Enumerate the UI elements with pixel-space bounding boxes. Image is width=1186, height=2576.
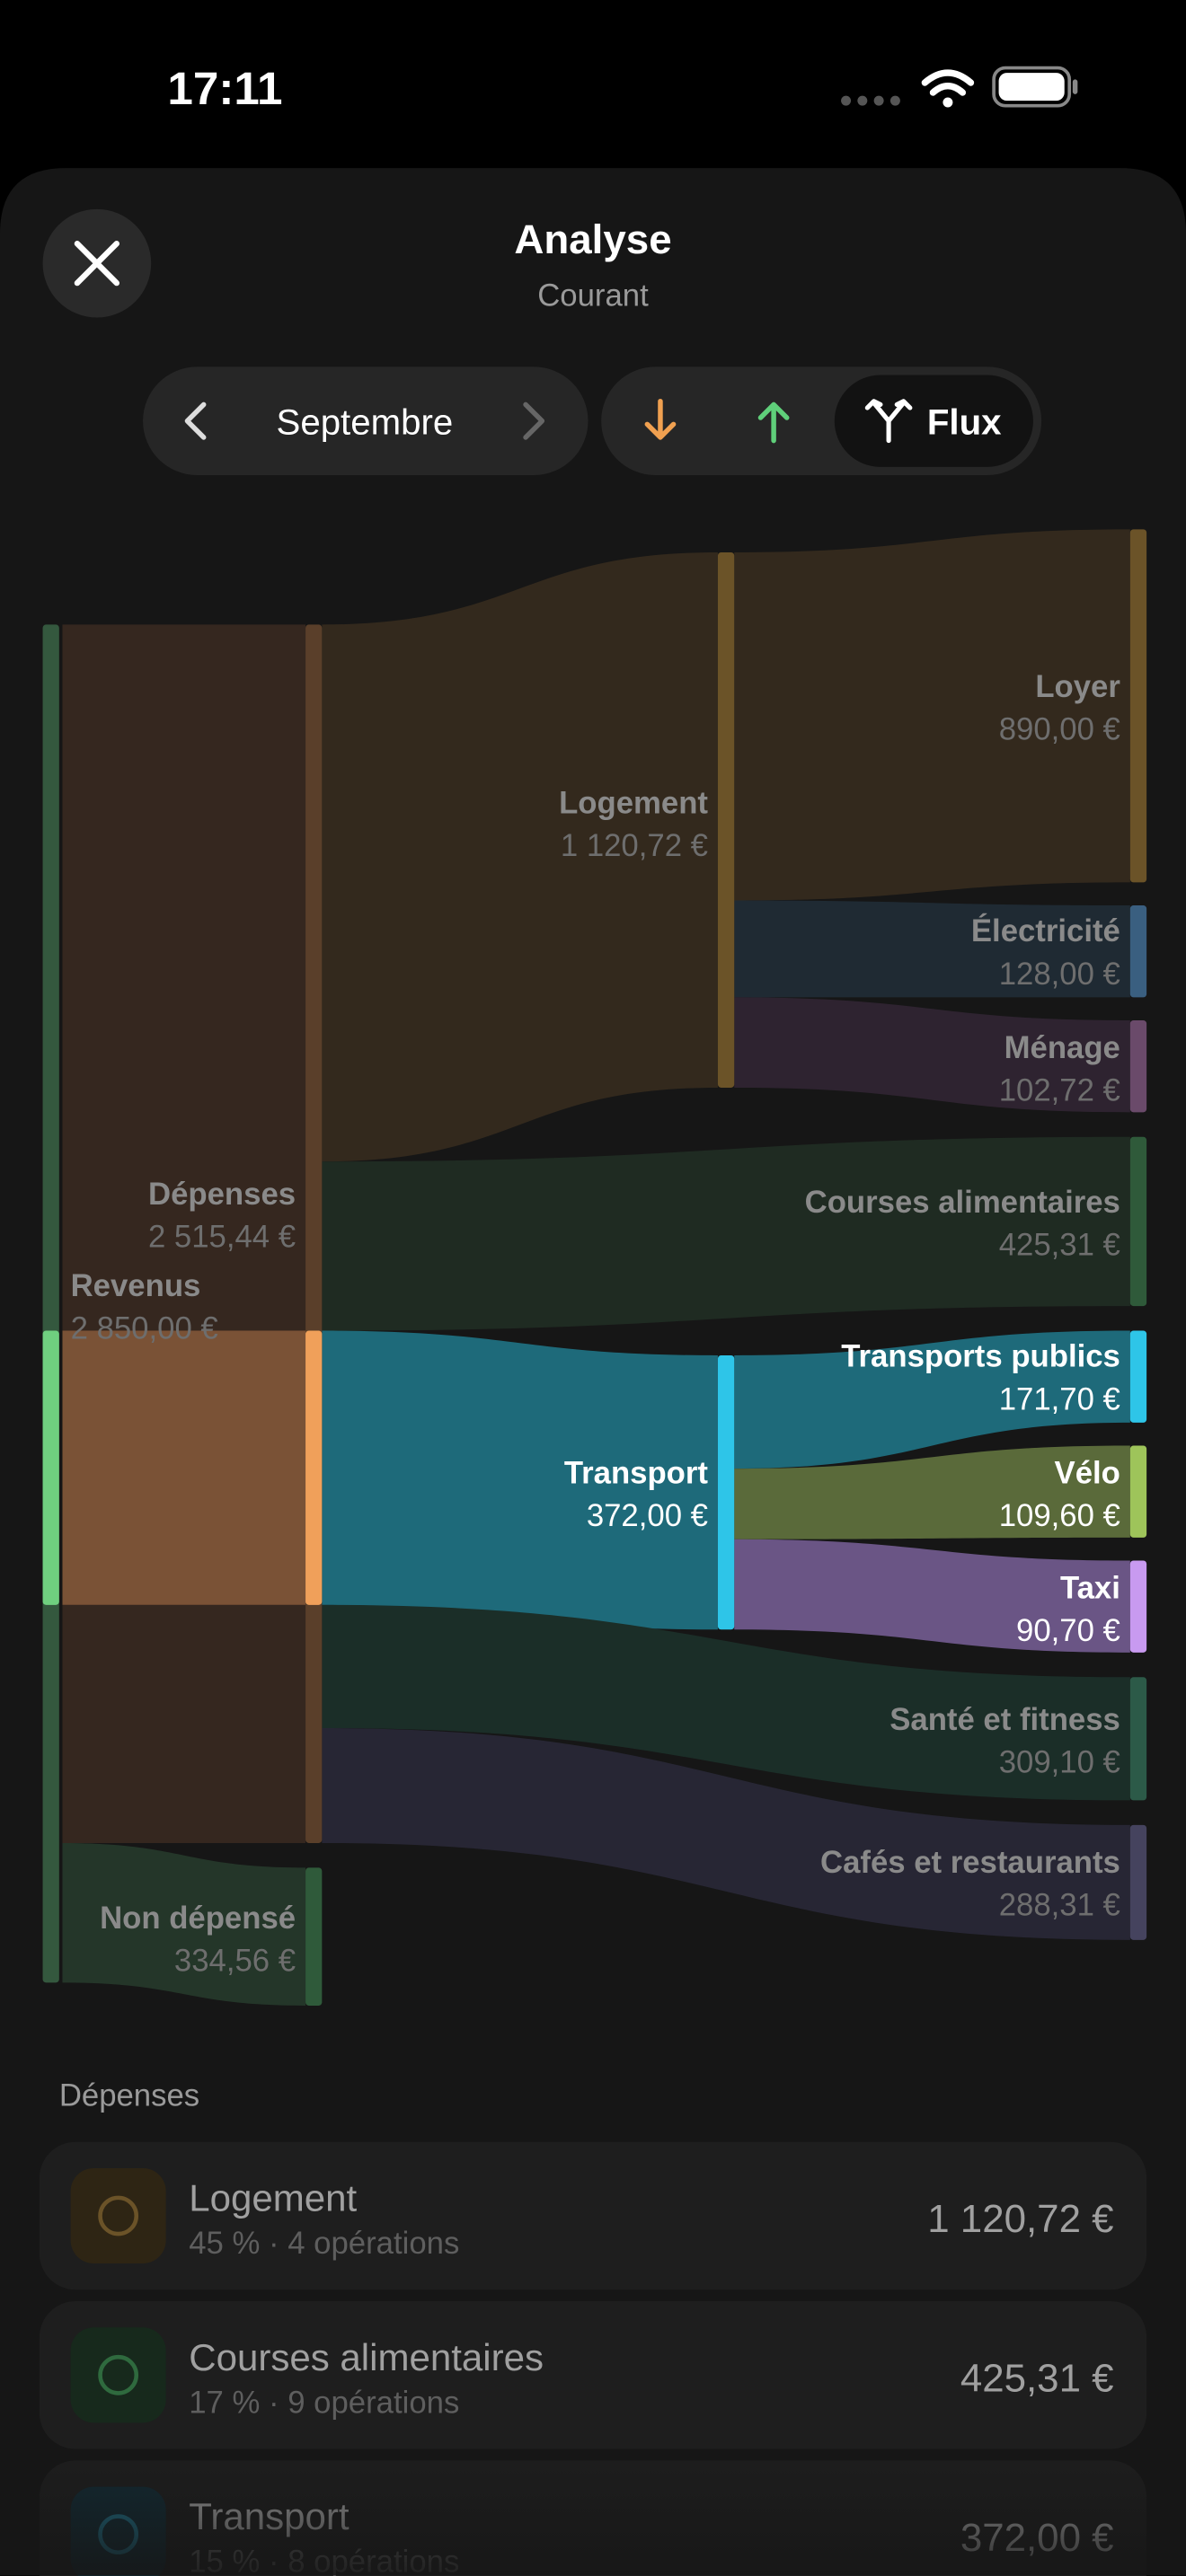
flow xyxy=(322,551,718,1162)
node-bar xyxy=(1129,905,1147,998)
node-bar xyxy=(1129,1677,1147,1801)
item-amount: 425,31 € xyxy=(960,2357,1114,2401)
node-bar xyxy=(1129,529,1147,883)
flux-toggle[interactable] xyxy=(834,375,1033,467)
item-icon-glyph xyxy=(98,2354,139,2395)
signal-icon xyxy=(841,95,900,106)
node-bar xyxy=(1129,1136,1147,1307)
node-amount: 1 120,72 € xyxy=(561,829,708,863)
node-bar xyxy=(1129,1445,1147,1538)
node-amount: 309,10 € xyxy=(999,1745,1120,1779)
node-amount: 128,00 € xyxy=(999,957,1120,992)
node-name: Logement xyxy=(559,787,708,821)
node-amount: 2 850,00 € xyxy=(71,1312,218,1346)
flow xyxy=(322,1727,1130,1940)
node-bar xyxy=(1129,1330,1147,1423)
node-name: Dépenses xyxy=(148,1178,296,1212)
flow xyxy=(322,1136,1130,1331)
item-name: Courses alimentaires xyxy=(189,2336,544,2378)
battery-tip xyxy=(1072,79,1078,94)
node-amount: 90,70 € xyxy=(1016,1614,1120,1648)
flow xyxy=(322,1330,718,1630)
list-item[interactable] xyxy=(39,2141,1147,2290)
node-bar xyxy=(305,1867,323,2006)
node-bar xyxy=(717,1354,735,1630)
item-detail: 45 % · 4 opérations xyxy=(189,2227,459,2261)
node-name: Santé et fitness xyxy=(890,1703,1120,1737)
item-detail: 17 % · 9 opérations xyxy=(189,2386,459,2420)
node-amount: 890,00 € xyxy=(999,712,1120,746)
node-bar xyxy=(42,1330,59,1605)
wifi-icon xyxy=(921,69,975,96)
income-toggle[interactable] xyxy=(757,401,790,444)
flow xyxy=(734,997,1130,1113)
sankey: Revenus 2 850,00 € Dépenses 2 515,44 € Non d… xyxy=(42,529,1147,2006)
flow xyxy=(734,1539,1130,1653)
prev-month[interactable] xyxy=(184,401,207,440)
node-bar xyxy=(1129,1824,1147,1940)
node-name: Vélo xyxy=(1055,1457,1120,1491)
list-fade xyxy=(0,2447,1186,2576)
node-amount: 425,31 € xyxy=(999,1228,1120,1262)
node-amount: 334,56 € xyxy=(174,1945,296,1979)
flow xyxy=(62,1842,306,2006)
flux-icon[interactable] xyxy=(864,399,913,444)
battery-level xyxy=(998,73,1065,101)
month-selector xyxy=(143,366,589,476)
flow xyxy=(734,529,1130,901)
title: Analyse xyxy=(514,216,671,262)
node-amount: 372,00 € xyxy=(587,1499,708,1533)
node-amount: 288,31 € xyxy=(999,1888,1120,1922)
item-icon xyxy=(70,2327,166,2423)
close-icon[interactable] xyxy=(74,241,120,287)
node-amount: 171,70 € xyxy=(999,1382,1120,1416)
node-bar xyxy=(42,624,59,1983)
node-name: Transport xyxy=(564,1457,709,1491)
node-name: Électricité xyxy=(971,913,1120,948)
item-amount: 1 120,72 € xyxy=(927,2197,1113,2241)
flow xyxy=(734,900,1130,998)
flow xyxy=(734,1445,1130,1539)
node-amount: 109,60 € xyxy=(999,1499,1120,1533)
next-month[interactable] xyxy=(523,401,545,440)
flow xyxy=(62,1604,306,1843)
item-name: Logement xyxy=(189,2176,357,2219)
node-name: Non dépensé xyxy=(100,1901,296,1936)
node-bar xyxy=(1129,1560,1147,1653)
node-bar xyxy=(1129,1019,1147,1113)
flow xyxy=(62,624,306,1331)
node-amount: 102,72 € xyxy=(999,1074,1120,1108)
node-bar xyxy=(305,624,323,1843)
subtitle: Courant xyxy=(537,279,649,313)
expenses-toggle[interactable] xyxy=(644,399,677,440)
clock: 17:11 xyxy=(167,63,282,114)
node-name: Courses alimentaires xyxy=(805,1186,1120,1220)
flux-label[interactable]: Flux xyxy=(927,401,1002,442)
node-name: Loyer xyxy=(1035,670,1120,704)
item-icon-glyph xyxy=(98,2195,139,2236)
flow xyxy=(734,1330,1130,1469)
node-bar xyxy=(717,551,735,1088)
month-label: Septembre xyxy=(277,401,454,442)
list-heading: Dépenses xyxy=(59,2078,199,2113)
wifi-dot xyxy=(943,97,953,108)
flow xyxy=(62,1330,306,1605)
node-amount: 2 515,44 € xyxy=(148,1220,296,1254)
battery-icon xyxy=(992,66,1072,108)
node-name: Cafés et restaurants xyxy=(820,1846,1120,1880)
node-name: Revenus xyxy=(71,1269,201,1303)
flow xyxy=(322,1604,1130,1801)
node-bar xyxy=(305,1330,323,1605)
node-name: Ménage xyxy=(1005,1031,1120,1065)
close-button[interactable] xyxy=(42,208,152,318)
node-name: Transports publics xyxy=(841,1340,1120,1374)
list-item[interactable] xyxy=(39,2301,1147,2449)
node-name: Taxi xyxy=(1060,1572,1120,1606)
item-icon xyxy=(70,2167,166,2263)
